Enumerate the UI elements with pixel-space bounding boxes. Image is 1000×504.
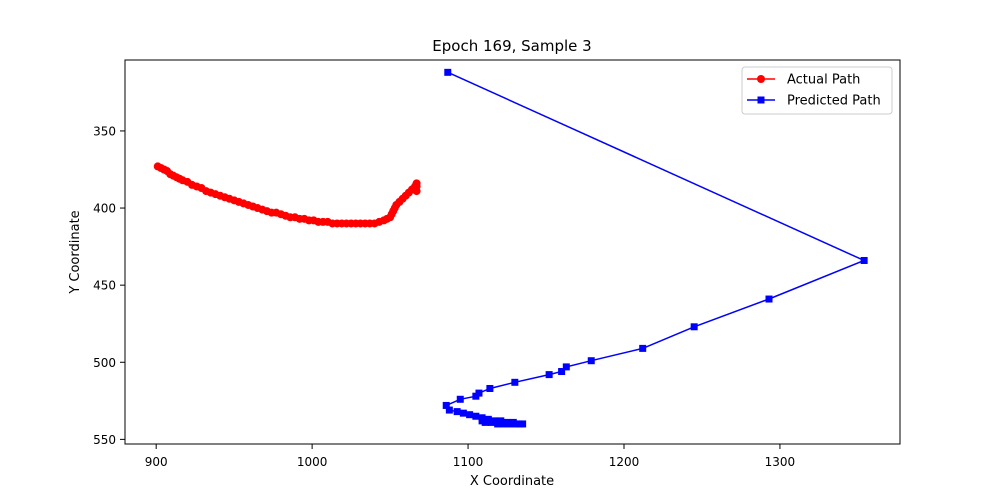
- predicted-path-point: [506, 420, 514, 428]
- legend-box: [741, 66, 893, 115]
- x-tick-label: 1100: [453, 455, 484, 469]
- predicted-path-point: [445, 406, 453, 414]
- legend-marker-actual-path: [757, 75, 765, 83]
- predicted-path-point: [494, 420, 502, 428]
- predicted-path-point: [456, 395, 464, 403]
- predicted-path-point: [487, 418, 495, 426]
- chart-title: Epoch 169, Sample 3: [432, 37, 591, 55]
- predicted-path-point: [519, 420, 527, 428]
- legend-marker-predicted-path: [757, 96, 765, 104]
- predicted-path-point: [472, 412, 480, 420]
- y-tick-label: 450: [93, 279, 116, 293]
- predicted-path-point: [466, 411, 474, 419]
- predicted-path-point: [562, 363, 570, 371]
- y-axis: 350 400 450 500 550: [93, 124, 125, 447]
- predicted-path-point: [444, 68, 452, 76]
- predicted-path-point: [459, 409, 467, 417]
- y-axis-label: Y Coordinate: [68, 210, 83, 294]
- x-tick-label: 1000: [297, 455, 328, 469]
- y-tick-label: 350: [93, 124, 116, 138]
- predicted-path-point: [453, 408, 461, 416]
- legend-label-predicted-path: Predicted Path: [787, 94, 881, 109]
- predicted-path-point: [486, 384, 494, 392]
- y-tick-label: 550: [93, 433, 116, 447]
- predicted-path-point: [511, 378, 519, 386]
- actual-path-point: [412, 187, 421, 196]
- predicted-path-point: [587, 357, 595, 365]
- predicted-path-point: [442, 401, 450, 409]
- legend-label-actual-path: Actual Path: [787, 73, 860, 88]
- predicted-path-point: [765, 295, 773, 303]
- predicted-path-point: [639, 344, 647, 352]
- y-tick-label: 400: [93, 202, 116, 216]
- x-axis: 900 1000 1100 1200 1300: [145, 444, 795, 469]
- x-tick-label: 1200: [609, 455, 640, 469]
- legend: Actual Path Predicted Path: [741, 66, 893, 115]
- x-axis-label: X Coordinate: [470, 474, 554, 489]
- plot-frame: [124, 59, 901, 445]
- x-tick-label: 900: [145, 455, 168, 469]
- predicted-path-point: [472, 392, 480, 400]
- x-tick-label: 1300: [765, 455, 796, 469]
- predicted-path-point: [860, 256, 868, 264]
- predicted-path-point: [690, 323, 698, 331]
- predicted-path-point: [545, 371, 553, 379]
- predicted-path-point: [500, 420, 508, 428]
- predicted-path-point: [558, 368, 566, 376]
- y-tick-label: 500: [93, 356, 116, 370]
- plot-area: [153, 68, 868, 428]
- predicted-path-point: [478, 417, 486, 425]
- predicted-path-point: [512, 420, 520, 428]
